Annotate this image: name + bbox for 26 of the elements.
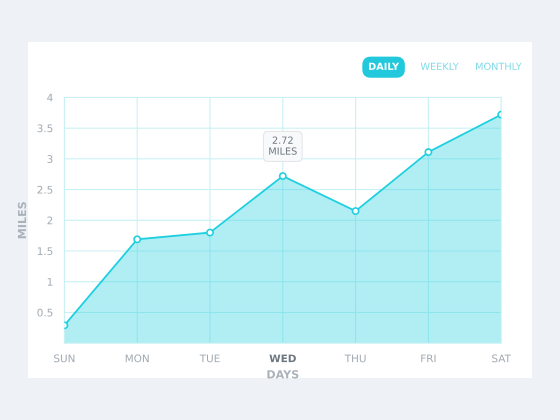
y-tick-label: 1 (48, 278, 52, 286)
annotation: 2.72 MILES (269, 136, 297, 155)
y-tick-label: 4 (47, 94, 53, 102)
y-tick-label: 3 (47, 155, 52, 163)
x-tick-label: FRI (421, 354, 436, 362)
y-tick-label: 2.5 (37, 186, 52, 194)
point (206, 228, 214, 237)
x-tick-label: MON (126, 354, 149, 362)
point (278, 172, 287, 180)
point (133, 235, 142, 244)
y-axis-title: MILES (18, 202, 26, 238)
text: WEEKLY (420, 62, 459, 70)
y-tick-label: 3.5 (38, 124, 52, 132)
y-tick-label: 1.5 (38, 247, 52, 256)
point (424, 148, 432, 156)
x-axis-title: DAYS (267, 370, 298, 378)
text: DAILY (369, 62, 400, 70)
point (352, 207, 360, 216)
x-tick-label: TUE (200, 354, 220, 362)
y-tick-label: 2 (47, 216, 52, 224)
x-tick-label: WED (269, 354, 296, 362)
y-tick-label: 0.5 (37, 308, 52, 317)
x-tick-label: THU (344, 354, 366, 362)
x-tick-label: SAT (492, 354, 511, 362)
x-tick-label: SUN (54, 354, 74, 362)
text: MONTHLY (476, 62, 522, 70)
